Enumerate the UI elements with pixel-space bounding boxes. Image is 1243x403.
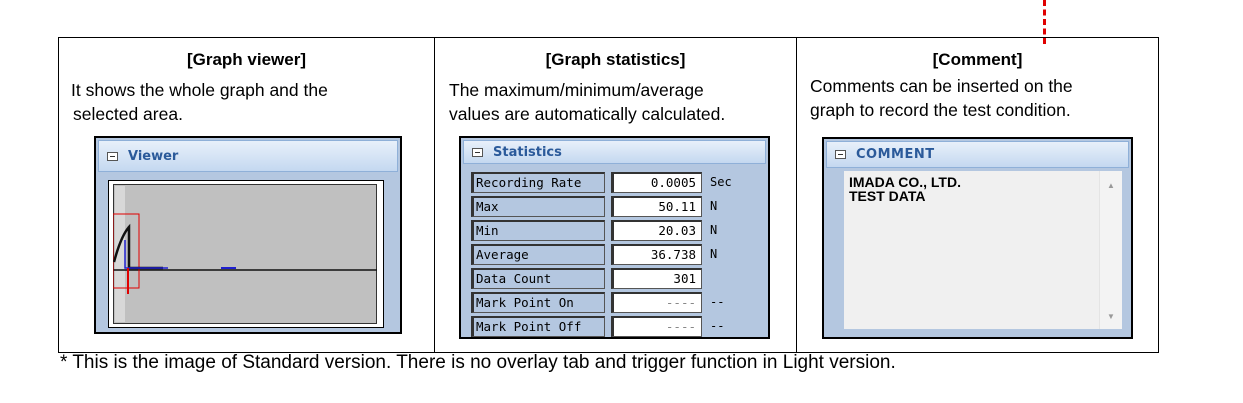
graph-canvas[interactable] — [113, 184, 377, 324]
stat-label: Data Count — [471, 267, 605, 289]
description: The maximum/minimum/average values are a… — [449, 78, 796, 126]
description-line: Comments can be inserted on the — [810, 76, 1073, 96]
comment-title: COMMENT — [856, 147, 935, 162]
comment-line: IMADA CO., LTD. — [849, 174, 961, 190]
graph-bg — [113, 184, 377, 324]
viewer-title: Viewer — [128, 148, 179, 164]
heading: [Graph viewer] — [186, 50, 307, 69]
graph-frame — [108, 180, 384, 328]
stat-label: Mark Point On — [471, 291, 605, 313]
red-dashed-marker — [1043, 0, 1046, 44]
stat-unit: -- — [710, 319, 725, 333]
stat-label: Recording Rate — [471, 171, 605, 193]
stat-row: Min 20.03 N — [461, 218, 768, 242]
heading: [Comment] — [932, 50, 1023, 69]
statistics-header[interactable]: Statistics — [463, 140, 766, 164]
stat-label: Min — [471, 219, 605, 241]
description-line: values are automatically calculated. — [449, 104, 726, 124]
footnote: * This is the image of Standard version.… — [60, 352, 896, 373]
statistics-panel: Statistics Recording Rate 0.0005 Sec Max 50… — [459, 136, 770, 339]
description-line: It shows the whole graph and the — [71, 80, 328, 100]
comment-panel: COMMENT IMADA CO., LTD. TEST DATA ▲ ▼ — [822, 137, 1133, 339]
scroll-down-icon[interactable]: ▼ — [1107, 312, 1115, 321]
description: Comments can be inserted on the graph to… — [810, 74, 1158, 122]
scroll-up-icon[interactable]: ▲ — [1107, 181, 1115, 190]
statistics-rows: Recording Rate 0.0005 Sec Max 50.11 N Min 20.… — [461, 170, 768, 338]
graph-statistics-cell: [Graph statistics] The maximum/minimum/a… — [434, 37, 797, 353]
stat-value: 301 — [611, 267, 702, 289]
graph-line-blue — [124, 240, 168, 269]
stat-label: Mark Point Off — [471, 315, 605, 337]
scrollbar[interactable]: ▲ ▼ — [1099, 171, 1122, 329]
stat-value: 20.03 — [611, 219, 702, 241]
statistics-title: Statistics — [493, 144, 562, 160]
minus-box-icon[interactable] — [107, 151, 118, 161]
stat-value: 50.11 — [611, 195, 702, 217]
stat-unit: N — [710, 199, 718, 213]
scroll-strip — [115, 186, 125, 322]
minus-box-icon[interactable] — [835, 150, 846, 159]
description-line: The maximum/minimum/average — [449, 80, 704, 100]
stat-value: 36.738 — [611, 243, 702, 265]
stat-row: Mark Point Off ---- -- — [461, 314, 768, 338]
comment-textarea[interactable]: IMADA CO., LTD. TEST DATA ▲ ▼ — [844, 171, 1122, 329]
stat-row: Recording Rate 0.0005 Sec — [461, 170, 768, 194]
stat-unit: -- — [710, 295, 725, 309]
comment-header[interactable]: COMMENT — [826, 141, 1129, 168]
stat-value: ---- — [611, 291, 702, 313]
stat-label: Average — [471, 243, 605, 265]
graph-line — [113, 223, 163, 270]
comment-line: TEST DATA — [849, 188, 926, 204]
viewer-header[interactable]: Viewer — [98, 140, 398, 172]
description-line: selected area. — [73, 104, 183, 124]
viewer-panel: Viewer — [94, 136, 402, 334]
comment-text: IMADA CO., LTD. TEST DATA — [844, 171, 1122, 203]
description-line: graph to record the test condition. — [810, 100, 1071, 120]
stat-unit: N — [710, 247, 718, 261]
stat-row: Mark Point On ---- -- — [461, 290, 768, 314]
stat-unit: Sec — [710, 175, 732, 189]
stat-row: Average 36.738 N — [461, 242, 768, 266]
stat-unit: N — [710, 223, 718, 237]
graph-viewer-cell: [Graph viewer] It shows the whole graph … — [58, 37, 435, 353]
description: It shows the whole graph and the selecte… — [71, 78, 434, 126]
selection-box — [113, 213, 140, 289]
stat-value: ---- — [611, 315, 702, 337]
stat-row: Max 50.11 N — [461, 194, 768, 218]
heading: [Graph statistics] — [545, 50, 686, 69]
feature-table: [Graph viewer] It shows the whole graph … — [58, 37, 1159, 353]
stat-label: Max — [471, 195, 605, 217]
stat-row: Data Count 301 — [461, 266, 768, 290]
minus-box-icon[interactable] — [472, 147, 483, 157]
comment-cell: [Comment] Comments can be inserted on th… — [796, 37, 1159, 353]
stat-value: 0.0005 — [611, 171, 702, 193]
